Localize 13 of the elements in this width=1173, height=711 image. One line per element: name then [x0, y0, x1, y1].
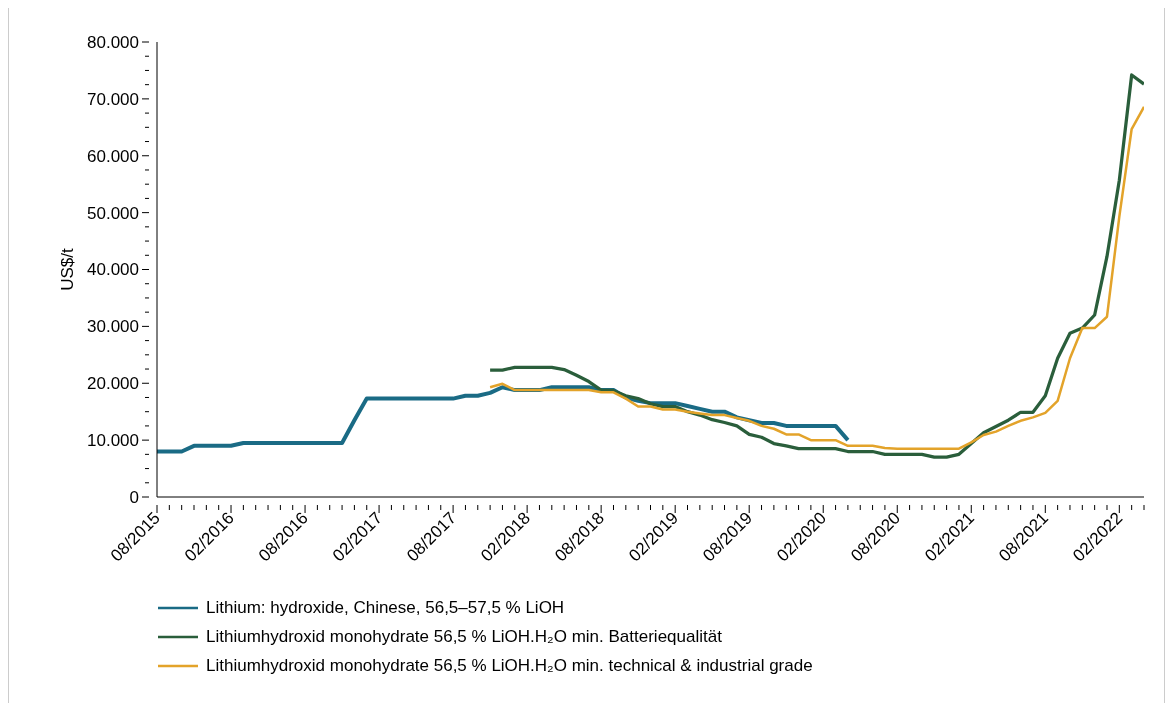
legend-label: Lithium: hydroxide, Chinese, 56,5–57,5 % LiOH — [206, 598, 565, 618]
y-tick-label: 80.000 — [87, 32, 139, 52]
y-tick-label: 70.000 — [87, 89, 139, 109]
y-tick-label: 30.000 — [87, 317, 139, 337]
y-axis-title: US$/t — [58, 247, 78, 291]
legend-label: Lithiumhydroxid monohydrate 56,5 % LiOH.H₂O min. technical & industrial grade — [206, 656, 813, 676]
y-tick-label: 50.000 — [87, 203, 139, 223]
y-tick-label: 0 — [129, 487, 139, 507]
y-tick-label: 10.000 — [87, 431, 139, 451]
y-tick-label: 40.000 — [87, 260, 139, 280]
y-tick-label: 60.000 — [87, 146, 139, 166]
y-tick-label: 20.000 — [87, 374, 139, 394]
legend-label: Lithiumhydroxid monohydrate 56,5 % LiOH.H₂O min. Batteriequalität — [206, 627, 722, 647]
